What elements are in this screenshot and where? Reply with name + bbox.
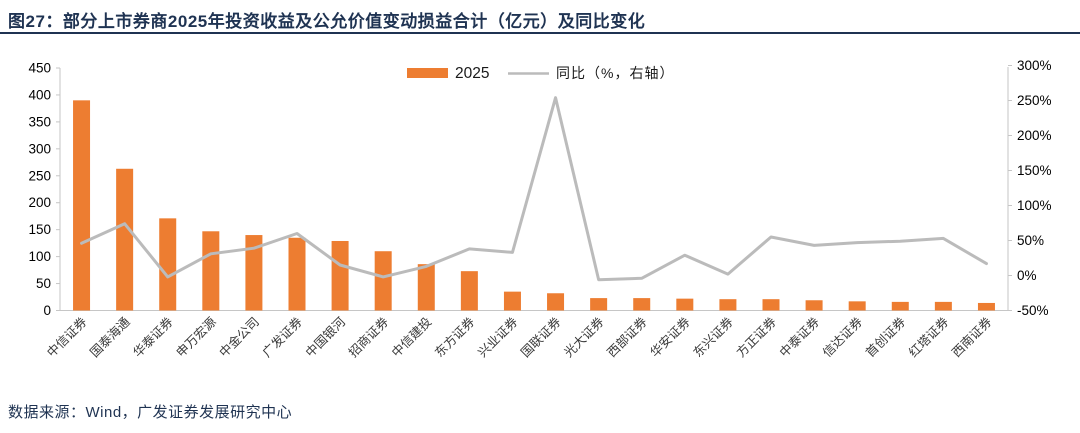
yoy-line xyxy=(80,96,988,282)
right-axis-tick-label: 100% xyxy=(1017,198,1052,213)
x-axis-label-中信建投: 中信建投 xyxy=(388,314,434,360)
bar-招商证券 xyxy=(374,251,392,311)
x-axis-label-招商证券: 招商证券 xyxy=(345,314,391,360)
bar-西部证券 xyxy=(633,298,651,311)
bar-中国银河 xyxy=(331,240,349,311)
title-divider xyxy=(0,32,1080,34)
x-axis-label-华安证券: 华安证券 xyxy=(647,314,693,360)
data-source-note: 数据来源：Wind，广发证券发展研究中心 xyxy=(8,404,293,421)
x-axis-label-国联证券: 国联证券 xyxy=(518,314,564,360)
bar-华安证券 xyxy=(676,298,694,311)
right-axis-tick-label: -50% xyxy=(1017,303,1049,318)
bar-中金公司 xyxy=(245,235,263,311)
left-axis-tick-label: 0 xyxy=(43,303,51,318)
x-axis-label-方正证券: 方正证券 xyxy=(733,314,779,360)
right-axis-tick-label: 250% xyxy=(1017,93,1052,108)
x-axis-label-光大证券: 光大证券 xyxy=(561,314,607,360)
x-axis-label-申万宏源: 申万宏源 xyxy=(173,314,219,360)
x-axis-label-红塔证券: 红塔证券 xyxy=(906,314,952,360)
bar-首创证券 xyxy=(891,301,909,311)
x-axis-label-国泰海通: 国泰海通 xyxy=(87,314,133,360)
figure-title: 图27：部分上市券商2025年投资收益及公允价值变动损益合计（亿元）及同比变化 xyxy=(8,12,646,31)
bar-东方证券 xyxy=(460,271,478,311)
left-axis-tick-label: 50 xyxy=(36,276,51,291)
x-axis-label-华泰证券: 华泰证券 xyxy=(130,314,176,360)
left-axis-tick-label: 450 xyxy=(28,61,51,76)
bar-国联证券 xyxy=(547,293,565,311)
bar-兴业证券 xyxy=(503,291,521,311)
x-axis-label-中金公司: 中金公司 xyxy=(216,314,262,360)
x-axis-label-中信证券: 中信证券 xyxy=(44,314,90,360)
left-axis-tick-label: 100 xyxy=(28,249,51,264)
left-axis-tick-label: 300 xyxy=(28,141,51,156)
bar-中信建投 xyxy=(417,264,435,311)
left-axis-tick-label: 350 xyxy=(28,114,51,129)
x-axis-label-兴业证券: 兴业证券 xyxy=(475,314,521,360)
bar-华泰证券 xyxy=(159,218,177,311)
bar-中信证券 xyxy=(73,100,91,311)
right-axis-tick-label: 0% xyxy=(1017,268,1037,283)
bar-方正证券 xyxy=(762,299,780,311)
legend-line-label: 同比（%，右轴） xyxy=(556,65,674,81)
x-axis-label-中泰证券: 中泰证券 xyxy=(776,314,822,360)
right-axis-tick-label: 50% xyxy=(1017,233,1044,248)
chart-canvas: 0 50 100 150 200 250 300 350 400 450 -50% 0% 50% 100%… xyxy=(28,58,1052,360)
bar-东兴证券 xyxy=(719,299,737,311)
x-axis-label-中国银河: 中国银河 xyxy=(302,314,348,360)
left-axis-tick-label: 200 xyxy=(28,195,51,210)
bar-红塔证券 xyxy=(934,301,952,311)
bar-中泰证券 xyxy=(805,300,823,311)
x-axis-label-广发证券: 广发证券 xyxy=(259,314,305,360)
bar-光大证券 xyxy=(590,298,608,311)
right-axis-tick-label: 150% xyxy=(1017,163,1052,178)
bar-申万宏源 xyxy=(202,231,220,311)
legend-bar-label: 2025 xyxy=(455,65,489,82)
left-axis-tick-label: 150 xyxy=(28,222,51,237)
bar-广发证券 xyxy=(288,237,306,311)
bar-国泰海通 xyxy=(116,168,134,311)
x-axis-label-西南证券: 西南证券 xyxy=(949,314,995,360)
x-axis-label-首创证券: 首创证券 xyxy=(862,314,908,360)
right-axis-tick-label: 200% xyxy=(1017,128,1052,143)
x-axis-label-东兴证券: 东兴证券 xyxy=(690,314,736,360)
right-axis-tick-label: 300% xyxy=(1017,58,1052,73)
left-axis-tick-label: 400 xyxy=(28,87,51,102)
left-axis-tick-label: 250 xyxy=(28,168,51,183)
bar-信达证券 xyxy=(848,301,866,311)
x-axis-label-西部证券: 西部证券 xyxy=(604,314,650,360)
bar-西南证券 xyxy=(977,302,995,311)
legend-bar-swatch xyxy=(407,68,448,78)
x-axis-label-信达证券: 信达证券 xyxy=(819,314,865,360)
x-axis-label-东方证券: 东方证券 xyxy=(432,314,478,360)
